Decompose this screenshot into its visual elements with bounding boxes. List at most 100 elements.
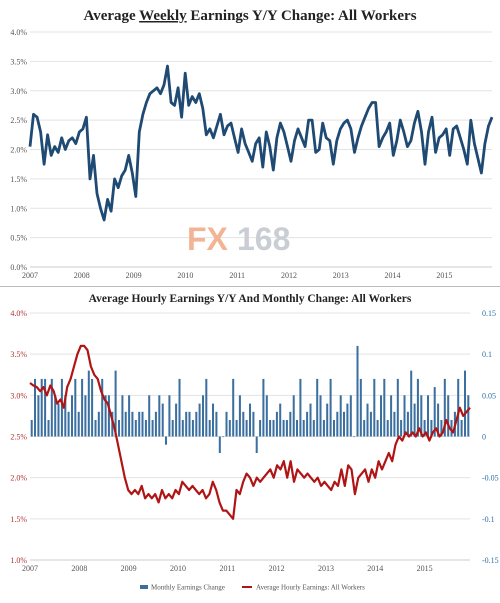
- chart2-bar: [319, 395, 322, 437]
- chart1-x-tick-label: 2009: [126, 271, 142, 280]
- chart2-bar: [104, 395, 107, 437]
- legend-bar-swatch: [140, 585, 148, 589]
- chart2-x-tick-label: 2009: [121, 564, 137, 573]
- chart2-bar: [111, 411, 114, 437]
- chart2-bar: [40, 378, 43, 437]
- chart2-bar: [406, 411, 409, 437]
- chart2-bar: [77, 411, 80, 437]
- chart2-legend: Monthly Earnings Change Average Hourly E…: [140, 584, 365, 592]
- legend-bar-label: Monthly Earnings Change: [151, 584, 225, 592]
- chart2-bar: [255, 436, 258, 453]
- chart1-y-tick-label: 4.0%: [10, 28, 27, 37]
- chart2-bar: [447, 395, 450, 437]
- chart2-bar: [178, 378, 181, 437]
- chart2-bar: [222, 436, 225, 438]
- chart2-bar: [450, 420, 453, 437]
- chart2-left-tick-label: 4.0%: [10, 309, 27, 318]
- chart2-bar: [430, 420, 433, 437]
- chart2-bar: [272, 420, 275, 437]
- chart2-x-tick-label: 2010: [170, 564, 186, 573]
- chart2-bar: [161, 403, 164, 437]
- chart2-bar: [235, 420, 238, 437]
- chart2-x-tick-label: 2014: [367, 564, 383, 573]
- chart2-bar: [101, 378, 104, 437]
- chart2-bar: [312, 420, 315, 437]
- chart2-bar: [87, 370, 90, 437]
- chart2-bar: [416, 378, 419, 437]
- chart2-bar: [121, 395, 124, 437]
- chart2-bar: [306, 411, 309, 437]
- chart2-left-tick-label: 1.5%: [10, 515, 27, 524]
- chart1-x-tick-label: 2011: [229, 271, 245, 280]
- chart2-title: Average Hourly Earnings Y/Y And Monthly …: [89, 293, 412, 305]
- chart2-bar: [81, 378, 84, 437]
- chart2-bar: [329, 378, 332, 437]
- chart2-bar: [154, 411, 157, 437]
- chart2-bar: [390, 395, 393, 437]
- chart2-left-ticks: 1.0% 1.5% 2.0% 2.5% 3.0% 3.5% 4.0%: [10, 309, 27, 565]
- chart2-right-tick-label: -0.15: [482, 556, 499, 565]
- chart2-bar: [376, 420, 379, 437]
- chart2-x-tick-label: 2015: [417, 564, 433, 573]
- chart1-y-tick-label: 2.0%: [10, 146, 27, 155]
- chart2-bar: [195, 411, 198, 437]
- chart2-bar: [57, 403, 60, 437]
- chart2-bar: [423, 420, 426, 437]
- chart2-bar: [420, 395, 423, 437]
- chart2-bar: [215, 411, 218, 437]
- chart2-bar: [208, 420, 211, 437]
- chart2-bar: [245, 420, 248, 437]
- chart2-bar: [400, 420, 403, 437]
- chart2-bar: [299, 378, 302, 437]
- chart1-y-tick-label: 1.0%: [10, 204, 27, 213]
- chart2-bar: [440, 420, 443, 437]
- chart2-right-tick-label: 0.05: [482, 391, 496, 400]
- chart2-right-tick-label: 0.15: [482, 309, 496, 318]
- chart2-bar: [94, 420, 97, 437]
- chart2-bar: [218, 436, 221, 453]
- chart2-x-ticks: 2007 2008 2009 2010 2011 2012 2013 2014 2015: [22, 564, 433, 573]
- chart2-bar: [363, 420, 366, 437]
- chart2-bar: [464, 370, 467, 437]
- chart2-bar: [185, 411, 188, 437]
- chart2-bar: [369, 411, 372, 437]
- chart2-bar: [198, 403, 201, 437]
- chart2-bar: [383, 378, 386, 437]
- chart2-bar: [205, 378, 208, 437]
- chart2-bar: [131, 411, 134, 437]
- chart2-left-tick-label: 3.0%: [10, 391, 27, 400]
- chart2-x-tick-label: 2013: [318, 564, 334, 573]
- chart2-earnings-line: [29, 344, 471, 520]
- chart2-bar: [359, 378, 362, 437]
- chart2-bar: [181, 420, 184, 437]
- chart2-bar: [275, 411, 278, 437]
- watermark-logo: FX 168: [187, 221, 290, 257]
- chart2-bar: [249, 403, 252, 437]
- chart2-bar: [144, 420, 147, 437]
- chart2-bar: [60, 378, 63, 437]
- chart2-bar: [403, 395, 406, 437]
- chart2-bar: [138, 411, 141, 437]
- chart2-bar: [262, 378, 265, 437]
- chart2-bar: [380, 395, 383, 437]
- chart2-bar: [252, 411, 255, 437]
- chart2-right-tick-label: -0.05: [482, 474, 499, 483]
- chart2-bar: [165, 436, 168, 445]
- chart1-y-tick-label: 0.5%: [10, 234, 27, 243]
- chart1-x-ticks: 2007 2008 2009 2010 2011 2012 2013 2014 2015: [22, 271, 452, 280]
- chart2-bar: [171, 420, 174, 437]
- chart2-bar: [91, 378, 94, 437]
- chart2-bar: [279, 403, 282, 437]
- chart2-bar: [285, 420, 288, 437]
- chart2-bar: [71, 395, 74, 437]
- chart1-y-tick-label: 2.5%: [10, 116, 27, 125]
- chart2-x-tick-label: 2011: [219, 564, 235, 573]
- chart2-bar: [289, 411, 292, 437]
- chart2-right-tick-label: 0.1: [482, 350, 492, 359]
- chart2-right-tick-label: 0: [482, 433, 486, 442]
- watermark-number: 168: [237, 221, 290, 257]
- chart2-bar: [37, 395, 40, 437]
- chart2-bar: [322, 420, 325, 437]
- chart2-bar: [269, 420, 272, 437]
